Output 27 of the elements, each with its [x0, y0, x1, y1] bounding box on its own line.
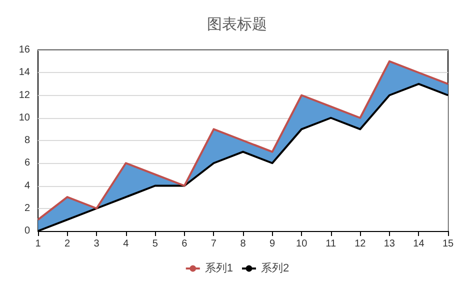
y-tick-label: 8 — [24, 135, 30, 146]
y-tick-label: 10 — [18, 112, 30, 124]
y-tick-label: 4 — [24, 180, 30, 192]
x-tick-label: 15 — [442, 238, 454, 250]
x-tick-label: 11 — [326, 238, 336, 250]
x-tick-label: 5 — [152, 238, 158, 250]
y-tick-label: 6 — [24, 158, 30, 169]
x-tick-label: 8 — [240, 238, 246, 250]
x-tick-label: 9 — [270, 238, 276, 250]
x-tick-label: 14 — [413, 238, 425, 250]
x-tick-label: 3 — [94, 238, 100, 250]
y-tick-label: 14 — [18, 67, 30, 78]
x-tick-label: 2 — [64, 238, 71, 250]
y-tick-label: 0 — [24, 226, 30, 236]
x-tick-label: 13 — [384, 238, 396, 250]
x-tick-label: 10 — [296, 238, 308, 250]
y-tick-label: 12 — [18, 90, 30, 101]
legend-label: 系列2 — [261, 262, 290, 274]
y-tick-label: 16 — [18, 44, 30, 56]
x-tick-label: 12 — [354, 238, 366, 250]
x-tick-label: 7 — [210, 238, 217, 250]
x-tick-label: 6 — [182, 238, 188, 250]
y-tick-label: 2 — [24, 202, 30, 214]
x-tick-label: 1 — [35, 238, 42, 250]
legend-label: 系列1 — [204, 262, 234, 274]
chart-title: 图表标题 — [207, 16, 267, 33]
x-tick-label: 4 — [123, 238, 130, 250]
